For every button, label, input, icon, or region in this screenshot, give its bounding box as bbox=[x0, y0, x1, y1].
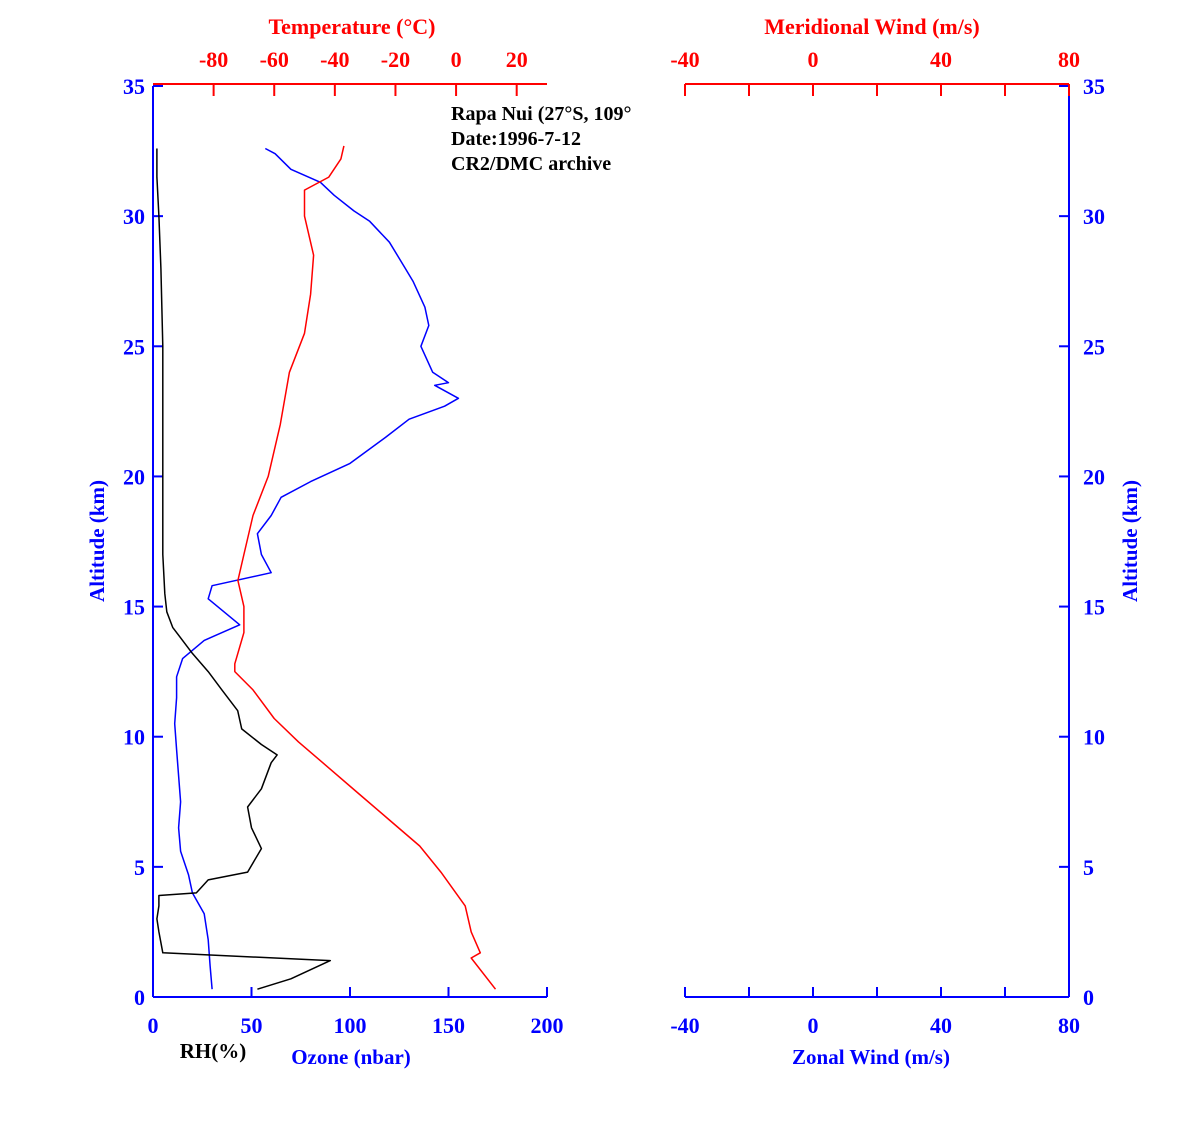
annotation-source: CR2/DMC archive bbox=[451, 153, 611, 175]
meridional-tick-label: 80 bbox=[1058, 47, 1080, 72]
rh-axis-label: RH(%) bbox=[180, 1039, 247, 1063]
ozone-profile-line bbox=[173, 147, 460, 990]
y-tick-label: 5 bbox=[134, 855, 145, 880]
meridional-tick-label: -40 bbox=[670, 47, 699, 72]
temperature-axis-label: Temperature (°C) bbox=[268, 14, 435, 39]
y-tick-label: 20 bbox=[123, 464, 145, 489]
right-y-tick-label: 20 bbox=[1083, 464, 1105, 489]
temperature-tick-label: -60 bbox=[260, 47, 289, 72]
y-tick-label: 35 bbox=[123, 74, 145, 99]
temperature-tick-label: 0 bbox=[451, 47, 462, 72]
right-y-tick-label: 5 bbox=[1083, 855, 1094, 880]
temperature-profile-line bbox=[234, 145, 497, 990]
annotation-station: Rapa Nui (27°S, 109° bbox=[451, 103, 631, 125]
y-tick-label: 0 bbox=[134, 985, 145, 1010]
annotation-date: Date:1996-7-12 bbox=[451, 128, 581, 150]
zonal-tick-label: 0 bbox=[808, 1013, 819, 1038]
ozone-tick-label: 150 bbox=[432, 1013, 465, 1038]
temperature-tick-label: -20 bbox=[381, 47, 410, 72]
temperature-tick-label: 20 bbox=[506, 47, 528, 72]
temperature-tick-label: -80 bbox=[199, 47, 228, 72]
y-tick-label: 25 bbox=[123, 334, 145, 359]
y-tick-label: 10 bbox=[123, 725, 145, 750]
meridional-tick-label: 0 bbox=[808, 47, 819, 72]
y-tick-label: 30 bbox=[123, 204, 145, 229]
ozone-tick-label: 200 bbox=[531, 1013, 564, 1038]
right-y-tick-label: 0 bbox=[1083, 985, 1094, 1010]
right-y-tick-label: 25 bbox=[1083, 334, 1105, 359]
zonal-wind-axis-label: Zonal Wind (m/s) bbox=[792, 1045, 950, 1069]
left-altitude-axis-label: Altitude (km) bbox=[85, 480, 109, 602]
ozone-tick-label: 50 bbox=[241, 1013, 263, 1038]
meridional-tick-label: 40 bbox=[930, 47, 952, 72]
meridional-wind-axis-label: Meridional Wind (m/s) bbox=[764, 14, 980, 39]
right-y-tick-label: 15 bbox=[1083, 595, 1105, 620]
zonal-tick-label: -40 bbox=[670, 1013, 699, 1038]
temperature-tick-label: -40 bbox=[320, 47, 349, 72]
zonal-tick-label: 80 bbox=[1058, 1013, 1080, 1038]
right-y-tick-label: 35 bbox=[1083, 74, 1105, 99]
ozone-tick-label: 0 bbox=[148, 1013, 159, 1038]
zonal-tick-label: 40 bbox=[930, 1013, 952, 1038]
right-altitude-axis-label: Altitude (km) bbox=[1118, 480, 1142, 602]
right-y-tick-label: 30 bbox=[1083, 204, 1105, 229]
ozone-tick-label: 100 bbox=[334, 1013, 367, 1038]
rh-profile-line bbox=[156, 148, 332, 990]
right-y-tick-label: 10 bbox=[1083, 725, 1105, 750]
ozone-axis-label: Ozone (nbar) bbox=[291, 1045, 411, 1069]
y-tick-label: 15 bbox=[123, 595, 145, 620]
